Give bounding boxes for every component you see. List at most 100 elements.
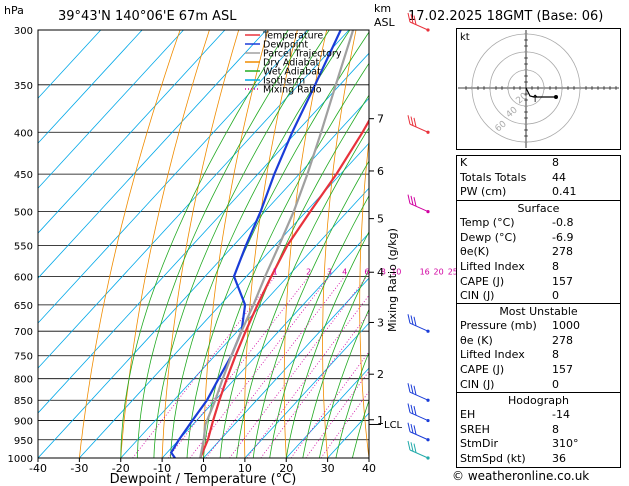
- wet-adiabat: [136, 30, 310, 458]
- mixing-ratio-line: [260, 312, 369, 458]
- wet-adiabat: [252, 160, 369, 458]
- pressure-tick-350: 350: [14, 81, 33, 92]
- wind-barb: [409, 21, 429, 31]
- wet-adiabat: [186, 31, 369, 458]
- wind-barb-base: [426, 28, 430, 32]
- row-label: Pressure (mb): [460, 319, 537, 332]
- mixing-ratio-line: [290, 351, 369, 458]
- isotherm-0: [203, 277, 369, 458]
- mixing-ratio-label-20: 20: [434, 267, 444, 276]
- isotherm--20: [120, 187, 369, 458]
- pressure-tick-300: 300: [14, 26, 33, 37]
- wind-barb-flag: [410, 195, 414, 206]
- surface-title: Surface: [517, 202, 560, 215]
- x-tick-10: 10: [238, 462, 252, 475]
- wet-adiabat: [153, 30, 330, 458]
- pw-label: PW (cm): [460, 185, 507, 199]
- wind-barb-flag: [407, 12, 411, 23]
- pressure-tick-750: 750: [14, 352, 33, 363]
- km-label: km: [374, 2, 391, 15]
- dry-adiabat: [283, 30, 328, 458]
- x-tick-0: 0: [200, 462, 207, 475]
- x-tick-20: 20: [279, 462, 293, 475]
- dry-adiabat: [161, 30, 240, 458]
- isotherm--10: [161, 232, 369, 458]
- wet-adiabat: [170, 30, 351, 458]
- wind-barb-flag: [410, 423, 414, 434]
- hodograph-trace: [525, 87, 556, 98]
- copyright-footer: © weatheronline.co.uk: [452, 469, 590, 483]
- row-label: StmDir: [460, 437, 499, 451]
- mixing-ratio-line: [229, 276, 368, 458]
- table-row: CAPE (J) 157: [457, 275, 620, 290]
- wind-barb-flag: [413, 197, 417, 207]
- km-tick-7: 7: [377, 113, 384, 126]
- row-label: Dewp (°C): [460, 230, 517, 244]
- most-unstable-panel: Most Unstable Pressure (mb) 1000 θe (K) 278…: [456, 303, 621, 394]
- profile-parcel-trajectory: [199, 30, 355, 458]
- row-value: 1000: [552, 319, 580, 332]
- wind-barb-flag: [410, 315, 414, 325]
- x-tick--10: -10: [153, 462, 171, 475]
- wind-barb-base: [426, 329, 430, 333]
- table-row: StmSpd (kt) 36: [457, 452, 620, 467]
- isotherm--70: [38, 30, 308, 324]
- wind-barb-flag: [410, 442, 414, 452]
- row-value: 0: [552, 289, 559, 303]
- row-value: 8: [552, 260, 559, 274]
- wet-adiabat: [269, 195, 369, 458]
- mixing-ratio-line: [167, 276, 310, 458]
- km-tick-6: 6: [377, 165, 384, 178]
- wind-barb-flag: [407, 314, 411, 324]
- table-row: Lifted Index 8: [457, 348, 620, 363]
- hodograph-end-point: [554, 95, 558, 99]
- dry-adiabat: [244, 30, 298, 458]
- row-label: EH: [460, 408, 476, 421]
- wind-barb-flag: [413, 443, 417, 453]
- x-tick--20: -20: [112, 462, 130, 475]
- hodograph: kt 20 40 60 ↑: [456, 28, 621, 150]
- indices-panel: K 8 Totals Totals 44 PW (cm) 0.41: [456, 155, 621, 202]
- row-value: 157: [552, 274, 573, 288]
- wind-barb-flag: [410, 404, 414, 414]
- profile-temperature: [199, 118, 369, 458]
- dry-adiabat: [79, 30, 181, 458]
- dry-adiabat: [203, 30, 269, 458]
- mixing-ratio-line: [320, 390, 369, 458]
- mixing-ratio-line: [132, 276, 276, 458]
- row-label: CIN (J): [460, 377, 495, 391]
- surface-panel: Surface Temp (°C) -0.8 Dewp (°C) -6.9 θe(K) 2…: [456, 200, 621, 306]
- row-value: 157: [552, 363, 573, 377]
- profile-dewpoint: [169, 30, 342, 458]
- wet-adiabat: [120, 30, 289, 458]
- pressure-tick-950: 950: [14, 436, 33, 447]
- wind-barb-base: [426, 130, 430, 134]
- mixing-ratio-line: [205, 276, 346, 458]
- pressure-tick-400: 400: [14, 128, 33, 139]
- hpa-label: hPa: [4, 4, 24, 17]
- pressure-tick-1000: 1000: [8, 454, 33, 465]
- wind-barb-flag: [410, 384, 414, 394]
- row-value: 278: [552, 333, 573, 347]
- hodograph-ring-60: [471, 33, 581, 143]
- legend-label-temperature: Temperature: [262, 31, 323, 42]
- wet-adiabat: [302, 268, 369, 458]
- mixing-ratio-label-10: 10: [391, 267, 401, 276]
- row-label: Lifted Index: [460, 260, 525, 274]
- totals-totals-value: 44: [552, 170, 566, 184]
- wind-barb-flag: [410, 116, 414, 126]
- wind-barb-base: [426, 398, 430, 402]
- row-value: 310°: [552, 437, 579, 451]
- mixing-ratio-line: [305, 370, 369, 458]
- wind-barb: [409, 203, 429, 213]
- totals-totals-label: Totals Totals: [460, 170, 527, 184]
- table-row: Temp (°C) -0.8: [457, 216, 620, 231]
- km-tick-3: 3: [377, 316, 384, 329]
- dry-adiabat: [431, 30, 452, 458]
- storm-motion-marker: ↑: [531, 94, 539, 105]
- wind-barb-flag: [407, 383, 411, 393]
- pressure-tick-500: 500: [14, 208, 33, 219]
- wind-barb-base: [426, 456, 430, 460]
- mixing-ratio-label-16: 16: [420, 267, 430, 276]
- row-label: CIN (J): [460, 289, 495, 303]
